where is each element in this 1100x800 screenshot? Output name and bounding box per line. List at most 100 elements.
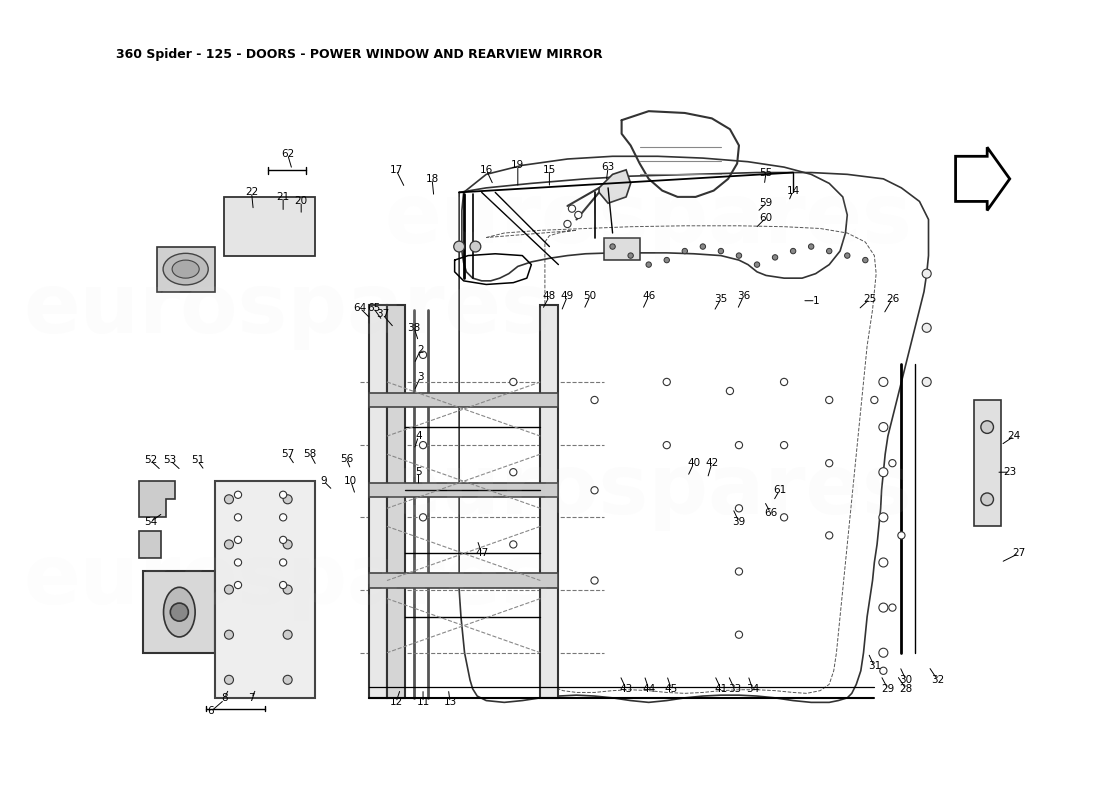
Text: 42: 42 bbox=[705, 458, 718, 468]
Circle shape bbox=[591, 396, 598, 404]
Circle shape bbox=[781, 442, 788, 449]
Circle shape bbox=[283, 494, 293, 504]
Text: 61: 61 bbox=[773, 486, 786, 495]
Text: eurospares: eurospares bbox=[385, 179, 913, 260]
Circle shape bbox=[609, 244, 615, 250]
Text: 37: 37 bbox=[376, 310, 389, 319]
Polygon shape bbox=[974, 400, 1001, 526]
Text: 29: 29 bbox=[881, 684, 894, 694]
Text: 41: 41 bbox=[714, 684, 727, 694]
Circle shape bbox=[682, 248, 688, 254]
Circle shape bbox=[509, 378, 517, 386]
Polygon shape bbox=[956, 147, 1010, 210]
Text: 57: 57 bbox=[280, 449, 295, 459]
Circle shape bbox=[772, 254, 778, 260]
Text: 14: 14 bbox=[786, 186, 800, 195]
Text: 5: 5 bbox=[415, 467, 421, 478]
Text: 58: 58 bbox=[304, 449, 317, 459]
Circle shape bbox=[224, 630, 233, 639]
Circle shape bbox=[591, 577, 598, 584]
Circle shape bbox=[922, 378, 932, 386]
Text: 39: 39 bbox=[733, 517, 746, 527]
Text: 53: 53 bbox=[164, 455, 177, 466]
Text: 18: 18 bbox=[426, 174, 439, 184]
Text: 34: 34 bbox=[746, 684, 759, 694]
Text: 28: 28 bbox=[900, 684, 913, 694]
Circle shape bbox=[663, 442, 670, 449]
Circle shape bbox=[826, 459, 833, 466]
Circle shape bbox=[569, 205, 575, 212]
Polygon shape bbox=[368, 306, 387, 698]
Polygon shape bbox=[139, 531, 162, 558]
Text: 52: 52 bbox=[144, 455, 157, 466]
Circle shape bbox=[224, 494, 233, 504]
Text: 54: 54 bbox=[144, 517, 157, 527]
Circle shape bbox=[279, 514, 287, 521]
Text: 13: 13 bbox=[443, 698, 456, 707]
Text: 64: 64 bbox=[353, 303, 366, 313]
Circle shape bbox=[922, 269, 932, 278]
Text: 31: 31 bbox=[868, 662, 881, 671]
Text: 2: 2 bbox=[417, 346, 424, 355]
Circle shape bbox=[871, 396, 878, 404]
Text: 17: 17 bbox=[389, 165, 403, 175]
Polygon shape bbox=[139, 482, 175, 518]
Ellipse shape bbox=[172, 260, 199, 278]
Text: eurospares: eurospares bbox=[24, 270, 551, 350]
Circle shape bbox=[283, 540, 293, 549]
Circle shape bbox=[283, 630, 293, 639]
Text: 19: 19 bbox=[512, 160, 525, 170]
Text: 16: 16 bbox=[480, 165, 493, 175]
Text: 51: 51 bbox=[190, 455, 204, 466]
Text: 15: 15 bbox=[542, 165, 556, 175]
Text: 3: 3 bbox=[417, 373, 424, 382]
Circle shape bbox=[283, 675, 293, 684]
Text: 66: 66 bbox=[763, 508, 778, 518]
Text: eurospares: eurospares bbox=[24, 540, 551, 621]
Polygon shape bbox=[387, 306, 405, 698]
Text: 43: 43 bbox=[619, 684, 632, 694]
Circle shape bbox=[880, 667, 887, 674]
Circle shape bbox=[781, 514, 788, 521]
Circle shape bbox=[755, 262, 760, 267]
Circle shape bbox=[826, 248, 832, 254]
Text: 20: 20 bbox=[295, 197, 308, 206]
Text: 6: 6 bbox=[208, 706, 214, 717]
Text: 27: 27 bbox=[1012, 549, 1025, 558]
Text: 24: 24 bbox=[1008, 431, 1021, 441]
Circle shape bbox=[234, 559, 242, 566]
Circle shape bbox=[664, 258, 670, 263]
Circle shape bbox=[981, 421, 993, 434]
Circle shape bbox=[419, 351, 427, 358]
Circle shape bbox=[879, 603, 888, 612]
Circle shape bbox=[279, 559, 287, 566]
Text: 45: 45 bbox=[664, 684, 678, 694]
Polygon shape bbox=[600, 170, 630, 203]
Circle shape bbox=[718, 248, 724, 254]
Circle shape bbox=[922, 323, 932, 332]
Circle shape bbox=[826, 532, 833, 539]
Polygon shape bbox=[157, 246, 216, 292]
Circle shape bbox=[564, 220, 571, 228]
Circle shape bbox=[826, 396, 833, 404]
Circle shape bbox=[663, 378, 670, 386]
Circle shape bbox=[509, 541, 517, 548]
Text: 22: 22 bbox=[245, 187, 258, 198]
Text: 65: 65 bbox=[366, 303, 379, 313]
Circle shape bbox=[419, 442, 427, 449]
Polygon shape bbox=[216, 482, 315, 698]
Circle shape bbox=[889, 604, 896, 611]
Circle shape bbox=[700, 244, 705, 250]
Circle shape bbox=[170, 603, 188, 621]
Text: 55: 55 bbox=[759, 167, 772, 178]
Circle shape bbox=[574, 211, 582, 218]
Circle shape bbox=[419, 514, 427, 521]
Circle shape bbox=[781, 378, 788, 386]
Text: 12: 12 bbox=[389, 698, 403, 707]
Text: 33: 33 bbox=[728, 684, 741, 694]
Text: 59: 59 bbox=[759, 198, 772, 208]
Circle shape bbox=[279, 536, 287, 543]
Polygon shape bbox=[540, 306, 559, 698]
Circle shape bbox=[224, 540, 233, 549]
Text: 32: 32 bbox=[931, 675, 944, 685]
